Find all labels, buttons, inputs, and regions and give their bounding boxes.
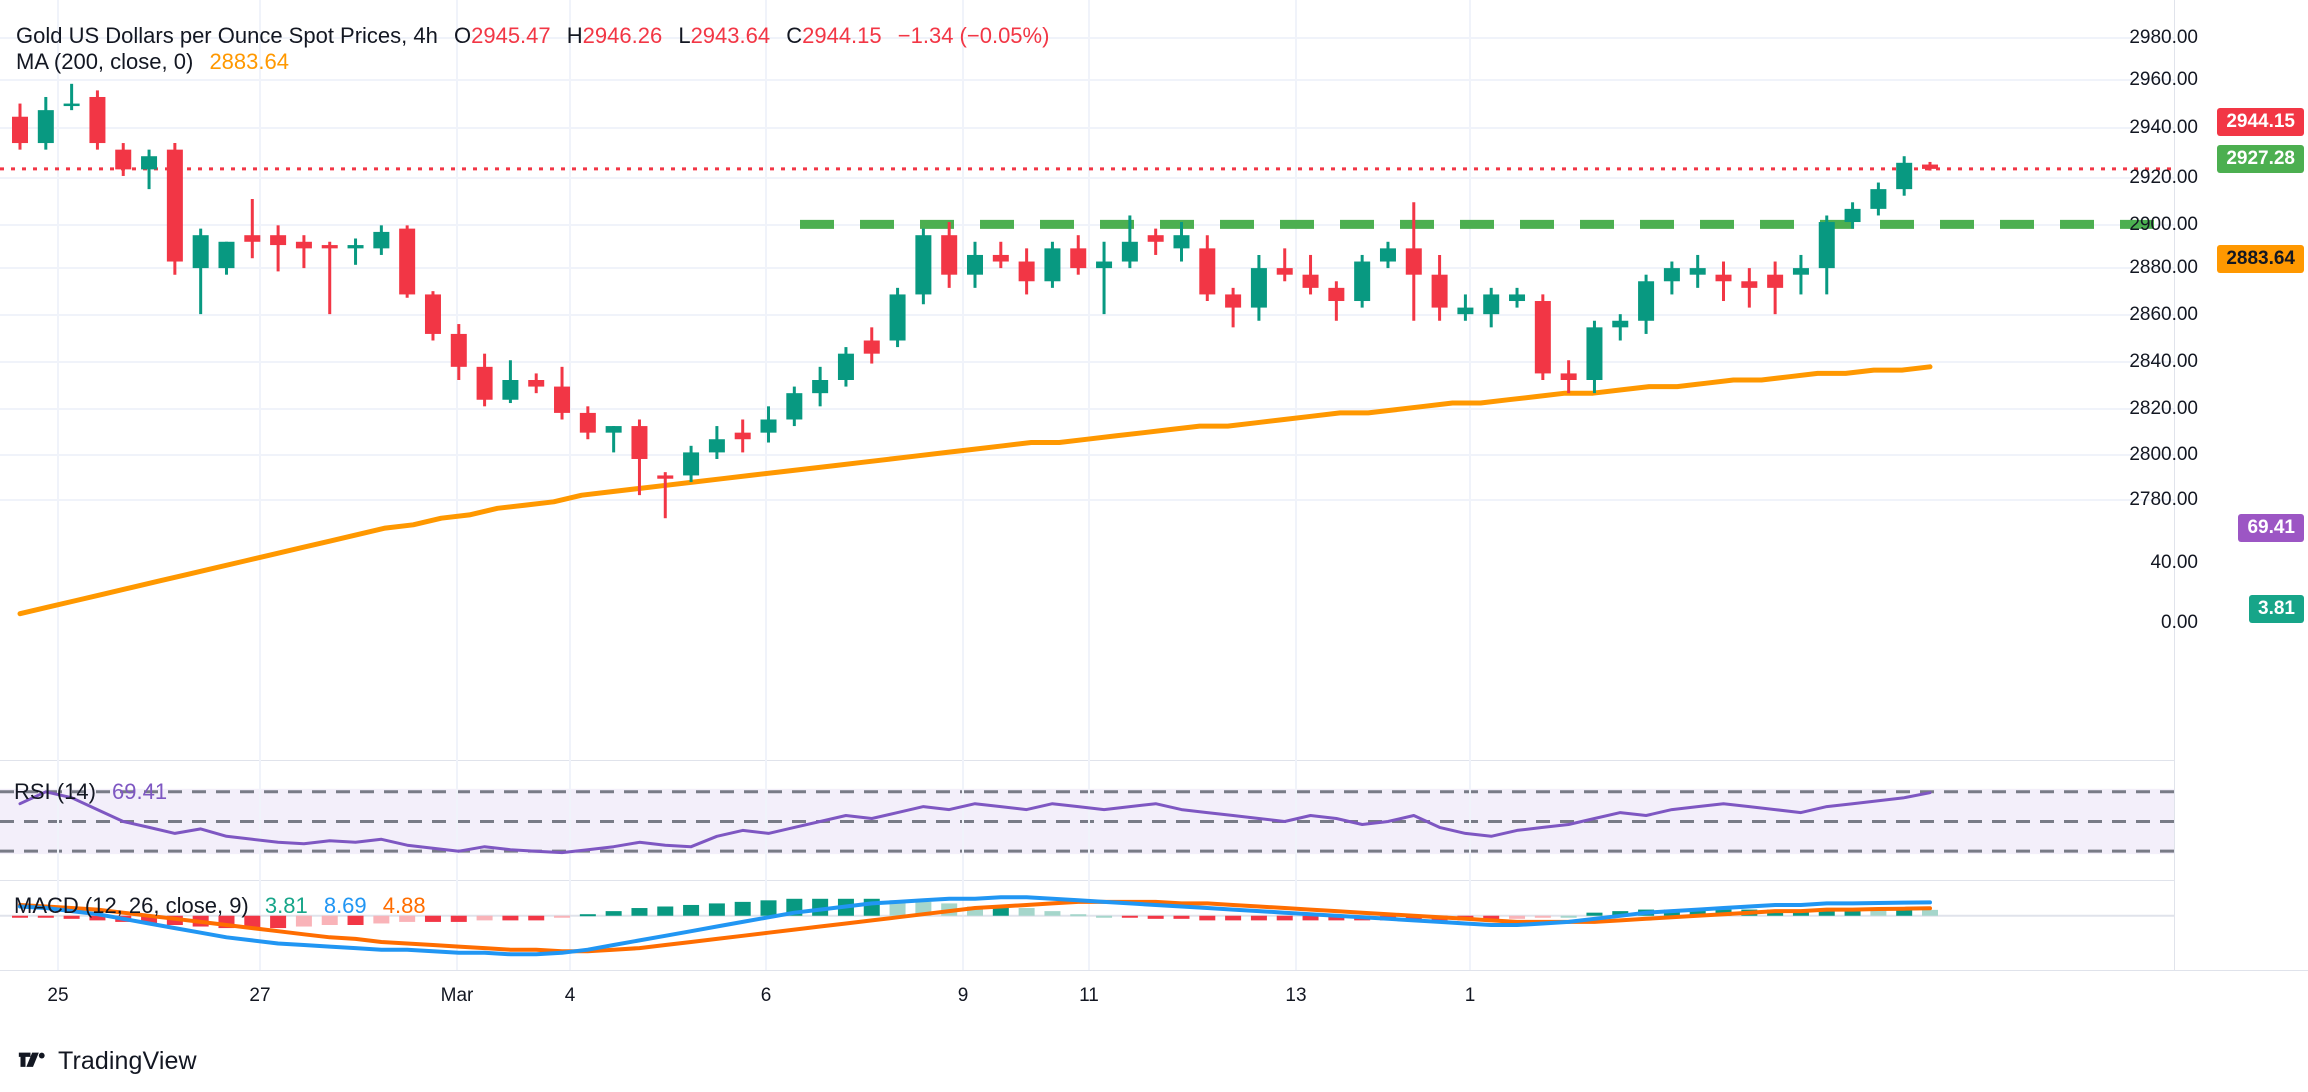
price-axis-label-10-text: 2780.00 [2129,489,2198,510]
tradingview-mark-icon [18,1052,45,1067]
time-axis-label-3: 4 [564,985,576,1006]
symbol-title: Gold US Dollars per Ounce Spot Prices, 4… [16,23,438,48]
price-axis-label-7-text: 2840.00 [2129,351,2198,372]
ma-legend-value: 2883.64 [209,49,289,74]
rsi-axis-label-0-text: 40.00 [2150,552,2198,573]
macd-signal-value: 4.88 [382,893,426,918]
time-axis-label-2: Mar [440,985,474,1006]
price-axis-badge-0[interactable]: 2944.15 [2217,108,2304,136]
ohlc-close-label: C [786,23,803,48]
macd-legend[interactable]: MACD (12, 26, close, 9) 3.81 8.69 4.88 [14,892,426,920]
price-pane[interactable]: Gold US Dollars per Ounce Spot Prices, 4… [0,0,2175,760]
price-axis-label-9-text: 2800.00 [2129,444,2198,465]
macd-pane[interactable]: MACD (12, 26, close, 9) 3.81 8.69 4.88 [0,880,2175,970]
price-axis-label-5-text: 2880.00 [2129,257,2198,278]
price-axis-label-2-text: 2940.00 [2129,117,2198,138]
price-axis-label-1-text: 2960.00 [2129,69,2198,90]
time-axis-label-1: 27 [249,985,271,1006]
pane-separator-macd [0,880,2175,881]
rsi-axis-badge-0[interactable]: 69.41 [2238,514,2304,542]
symbol-legend[interactable]: Gold US Dollars per Ounce Spot Prices, 4… [16,22,1049,50]
price-axis-badge-2[interactable]: 2883.64 [2217,245,2304,273]
price-axis-label-8-text: 2820.00 [2129,398,2198,419]
rsi-legend-name: RSI (14) [14,779,96,804]
macd-plot [0,880,2175,970]
pane-separator-rsi [0,760,2175,761]
macd-histogram-value: 3.81 [264,893,308,918]
price-axis-badge-1[interactable]: 2927.28 [2217,145,2304,173]
price-change-value: −1.34 (−0.05%) [897,23,1050,48]
time-axis-label-5: 9 [957,985,969,1006]
macd-axis-label-0-text: 0.00 [2161,612,2198,633]
price-axis[interactable]: 2980.00 2960.00 2940.00 2920.00 2900.00 2880.… [2129,0,2308,970]
time-axis-label-6: 11 [1079,985,1099,1006]
price-axis-label-3-text: 2920.00 [2129,167,2198,188]
ohlc-open-label: O [453,23,472,48]
tradingview-logo: TradingView [18,1046,197,1076]
ma-legend-name: MA (200, close, 0) [16,49,194,74]
macd-line-value: 8.69 [323,893,367,918]
macd-legend-name: MACD (12, 26, close, 9) [14,893,249,918]
time-axis-label-4: 6 [760,985,772,1006]
rsi-pane[interactable]: RSI (14) 69.41 [0,760,2175,880]
price-axis-label-0-text: 2980.00 [2129,27,2198,48]
price-plot [0,0,2175,760]
ohlc-high-label: H [566,23,583,48]
rsi-legend-value: 69.41 [112,779,168,804]
time-axis-label-0: 25 [47,985,69,1006]
ma-legend[interactable]: MA (200, close, 0) 2883.64 [16,48,289,76]
tradingview-wordmark: TradingView [58,1046,197,1075]
ohlc-open-value: 2945.47 [471,23,551,48]
rsi-plot [0,760,2175,880]
price-axis-label-6-text: 2860.00 [2129,304,2198,325]
ohlc-low-value: 2943.64 [690,23,771,48]
ohlc-low-label: L [678,23,691,48]
time-axis-label-8: 1 [1464,985,1476,1006]
time-axis[interactable]: 25 27 Mar 4 6 9 11 13 1 [0,970,2308,1023]
price-axis-label-4-text: 2900.00 [2129,214,2198,235]
ohlc-close-value: 2944.15 [802,23,882,48]
time-axis-label-7: 13 [1285,985,1307,1006]
macd-axis-badge-0[interactable]: 3.81 [2249,595,2304,623]
rsi-legend[interactable]: RSI (14) 69.41 [14,778,167,806]
ohlc-high-value: 2946.26 [582,23,663,48]
